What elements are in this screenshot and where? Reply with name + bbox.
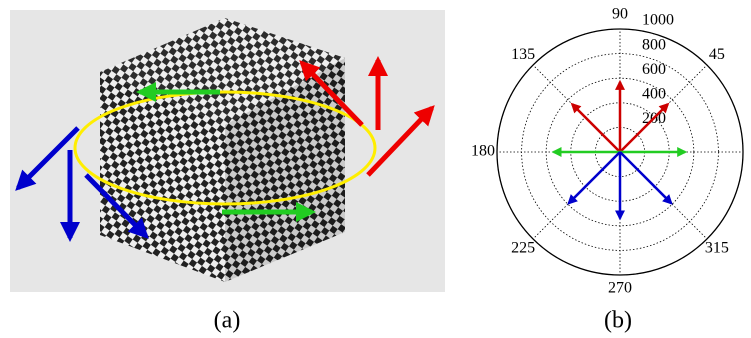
outer-circle xyxy=(496,28,744,276)
radial-tick-label: 800 xyxy=(642,36,666,53)
grid-spoke xyxy=(532,151,621,240)
angle-tick-label: 270 xyxy=(608,280,632,297)
vector-arrow xyxy=(619,102,670,153)
angle-tick-label: 135 xyxy=(511,46,535,63)
angle-tick-label: 225 xyxy=(511,240,535,257)
vector-arrow xyxy=(619,151,673,205)
radial-tick-label: 1000 xyxy=(642,12,674,29)
angle-tick-label: 45 xyxy=(709,46,725,63)
caption: (a) xyxy=(214,308,241,334)
vector-arrow xyxy=(570,102,621,153)
grid-spoke xyxy=(532,64,621,153)
grid-spoke xyxy=(619,151,708,240)
grid-spoke xyxy=(619,64,708,153)
radial-tick-label: 600 xyxy=(642,61,666,78)
angle-tick-label: 315 xyxy=(705,240,729,257)
caption: (b) xyxy=(604,308,632,334)
vector-arrow xyxy=(567,151,621,205)
radial-tick-label: 400 xyxy=(642,85,666,102)
angle-tick-label: 180 xyxy=(471,143,495,160)
photo-panel xyxy=(10,10,445,292)
angle-tick-label: 90 xyxy=(612,6,628,23)
